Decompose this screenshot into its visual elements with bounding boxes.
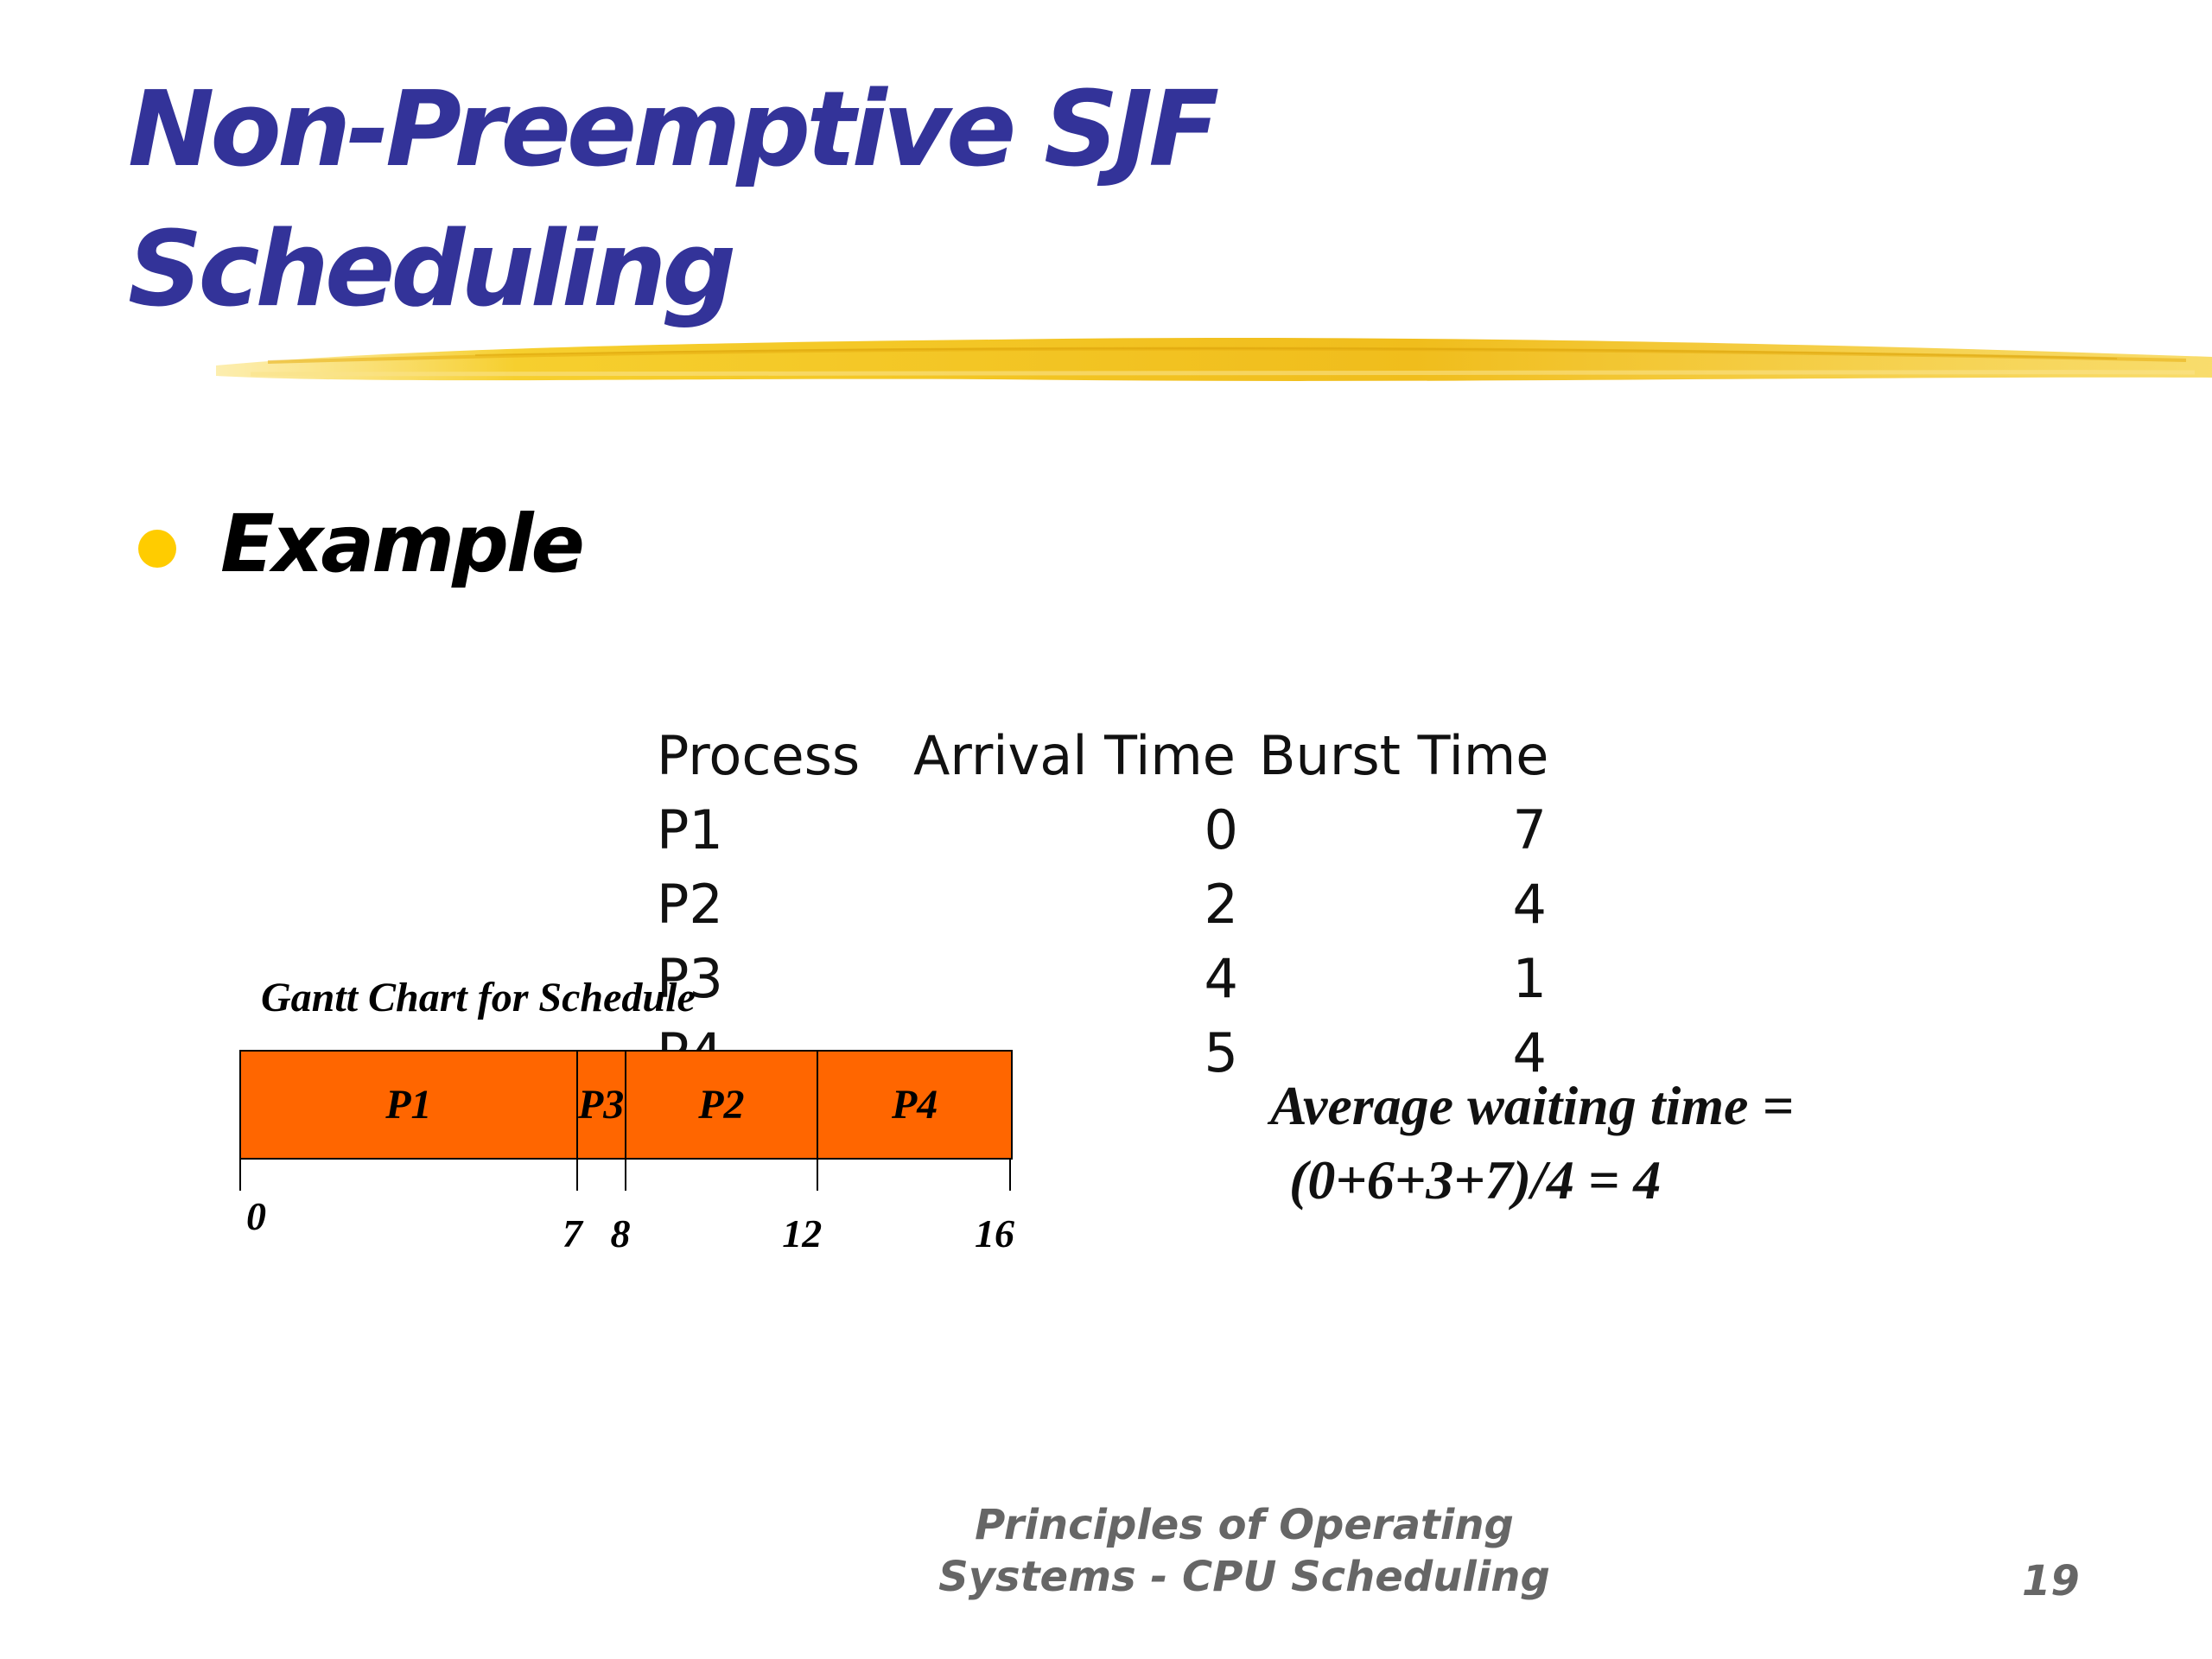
gantt-tick-label: 12 bbox=[782, 1211, 823, 1255]
bullet-example: Example bbox=[220, 498, 585, 590]
gantt-tick bbox=[575, 1160, 578, 1191]
slide-title-line-2: Scheduling bbox=[128, 210, 736, 330]
gantt-tick bbox=[239, 1160, 241, 1191]
gantt-segment-p2: P2 bbox=[626, 1052, 819, 1158]
gantt-chart-bar: P1 P3 P2 P4 bbox=[239, 1050, 1013, 1160]
header-process: Process bbox=[657, 724, 861, 787]
gantt-segment-p1: P1 bbox=[241, 1052, 578, 1158]
gantt-tick-label: 0 bbox=[246, 1194, 266, 1238]
gantt-tick bbox=[1009, 1160, 1011, 1191]
page-number: 19 bbox=[2022, 1557, 2080, 1605]
header-arrival-time: Arrival Time bbox=[913, 724, 1236, 787]
gantt-segment-p3: P3 bbox=[578, 1052, 626, 1158]
average-waiting-time-formula: (0+6+3+7)/4 = 4 bbox=[1289, 1149, 1662, 1211]
process-name: P1 bbox=[657, 798, 723, 861]
arrival-time: 0 bbox=[1204, 798, 1238, 861]
gantt-segment-p4: P4 bbox=[891, 1082, 938, 1128]
gantt-tick bbox=[817, 1160, 819, 1191]
gantt-chart-title: Gantt Chart for Schedule bbox=[261, 975, 696, 1020]
gantt-tick-label: 8 bbox=[610, 1211, 631, 1255]
arrival-time: 4 bbox=[1204, 947, 1238, 1010]
gantt-tick-label: 16 bbox=[975, 1211, 1014, 1255]
burst-time: 4 bbox=[1512, 873, 1547, 936]
bullet-dot-icon bbox=[138, 530, 176, 568]
header-burst-time: Burst Time bbox=[1259, 724, 1549, 787]
brush-stroke-divider bbox=[216, 338, 2212, 381]
process-name: P3 bbox=[657, 947, 723, 1010]
average-waiting-time-label: Average waiting time = bbox=[1270, 1075, 1794, 1136]
footer-line-1: Principles of Operating bbox=[975, 1501, 1514, 1549]
slide-title: Non-Preemptive SJF Scheduling bbox=[128, 60, 1219, 340]
arrival-time: 5 bbox=[1204, 1021, 1238, 1084]
burst-time: 7 bbox=[1512, 798, 1547, 861]
slide-footer: Principles of Operating Systems - CPU Sc… bbox=[778, 1499, 1711, 1603]
arrival-time: 2 bbox=[1204, 873, 1238, 936]
burst-time: 4 bbox=[1512, 1021, 1547, 1084]
slide-title-line-1: Non-Preemptive SJF bbox=[128, 70, 1219, 190]
gantt-tick bbox=[624, 1160, 626, 1191]
burst-time: 1 bbox=[1512, 947, 1547, 1010]
average-waiting-time: Average waiting time = (0+6+3+7)/4 = 4 bbox=[1270, 1069, 1794, 1217]
gantt-tick-label: 7 bbox=[562, 1211, 582, 1255]
process-name: P2 bbox=[657, 873, 723, 936]
footer-line-2: Systems - CPU Scheduling bbox=[938, 1553, 1550, 1601]
